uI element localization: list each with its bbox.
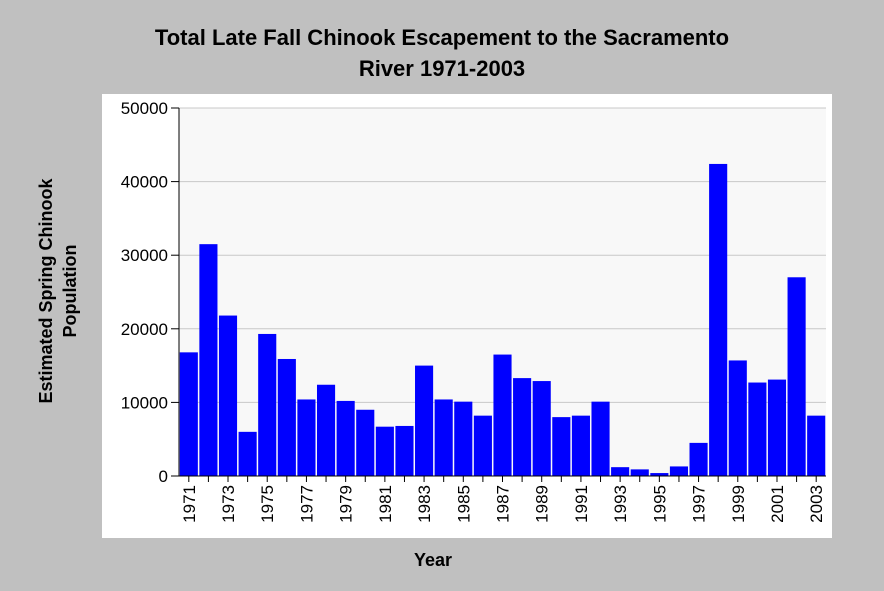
bar-1990 [552,417,571,476]
bar-2003 [807,415,826,476]
y-tick-label: 20000 [121,320,168,339]
bar-1981 [375,426,394,476]
bar-1976 [277,358,296,476]
bar-1992 [591,401,610,476]
bar-1980 [356,409,375,476]
bar-1987 [493,354,512,476]
x-tick-label: 1985 [454,485,473,523]
bar-1982 [395,425,414,476]
x-tick-label: 1981 [376,485,395,523]
bar-1975 [258,333,277,476]
bar-1989 [532,381,551,476]
chart-title-line-1: Total Late Fall Chinook Escapement to th… [154,25,730,50]
bar-2002 [787,277,806,476]
bar-1979 [336,400,355,476]
x-tick-label: 1991 [572,485,591,523]
bar-1999 [728,360,747,476]
x-tick-label: 1977 [297,485,316,523]
x-tick-label: 1987 [494,485,513,523]
bar-1986 [473,415,492,476]
bar-1983 [415,365,434,476]
bar-1991 [571,415,590,476]
x-tick-label: 1995 [650,485,669,523]
x-tick-label: 1975 [258,485,277,523]
bar-1993 [611,467,630,476]
bar-2000 [748,382,767,476]
bar-1998 [709,163,728,476]
x-axis-title: Year [414,550,452,570]
bar-2001 [767,379,787,476]
bar-1973 [218,315,238,476]
bars [179,163,826,476]
bar-1971 [179,352,198,476]
bar-1988 [513,378,532,476]
x-tick-label: 1971 [180,485,199,523]
axes [171,107,826,482]
x-tick-label: 2001 [768,485,787,523]
x-tick-label: 1983 [415,485,434,523]
y-axis-title-line-2: Population [60,245,80,338]
bar-1994 [630,469,649,476]
x-tick-label: 1989 [533,485,552,523]
bar-1985 [454,401,473,476]
x-tick-label: 1997 [690,485,709,523]
y-tick-labels: 0 10000 20000 30000 40000 50000 [121,99,168,486]
y-tick-label: 10000 [121,393,168,412]
y-tick-label: 30000 [121,246,168,265]
bar-1978 [316,384,336,476]
y-tick-label: 0 [159,467,168,486]
bar-1977 [297,399,316,476]
x-tick-label: 1993 [611,485,630,523]
x-tick-label: 1973 [219,485,238,523]
bar-1995 [650,473,669,476]
y-tick-label: 50000 [121,99,168,118]
chart-title-line-2: River 1971-2003 [358,56,526,81]
chart-title: Total Late Fall Chinook Escapement to th… [0,22,884,84]
bar-1972 [199,244,218,476]
x-tick-label: 1979 [337,485,356,523]
bar-1997 [689,442,708,476]
x-tick-labels: 1971 1973 1975 1977 1979 1981 1983 1985 1987 1989… [180,485,826,523]
y-axis-title-line-1: Estimated Spring Chinook [36,178,56,404]
bar-1984 [434,399,453,476]
bar-1974 [238,431,257,476]
bar-1996 [669,466,689,476]
x-tick-label: 2003 [807,485,826,523]
y-tick-label: 40000 [121,173,168,192]
x-tick-label: 1999 [729,485,748,523]
